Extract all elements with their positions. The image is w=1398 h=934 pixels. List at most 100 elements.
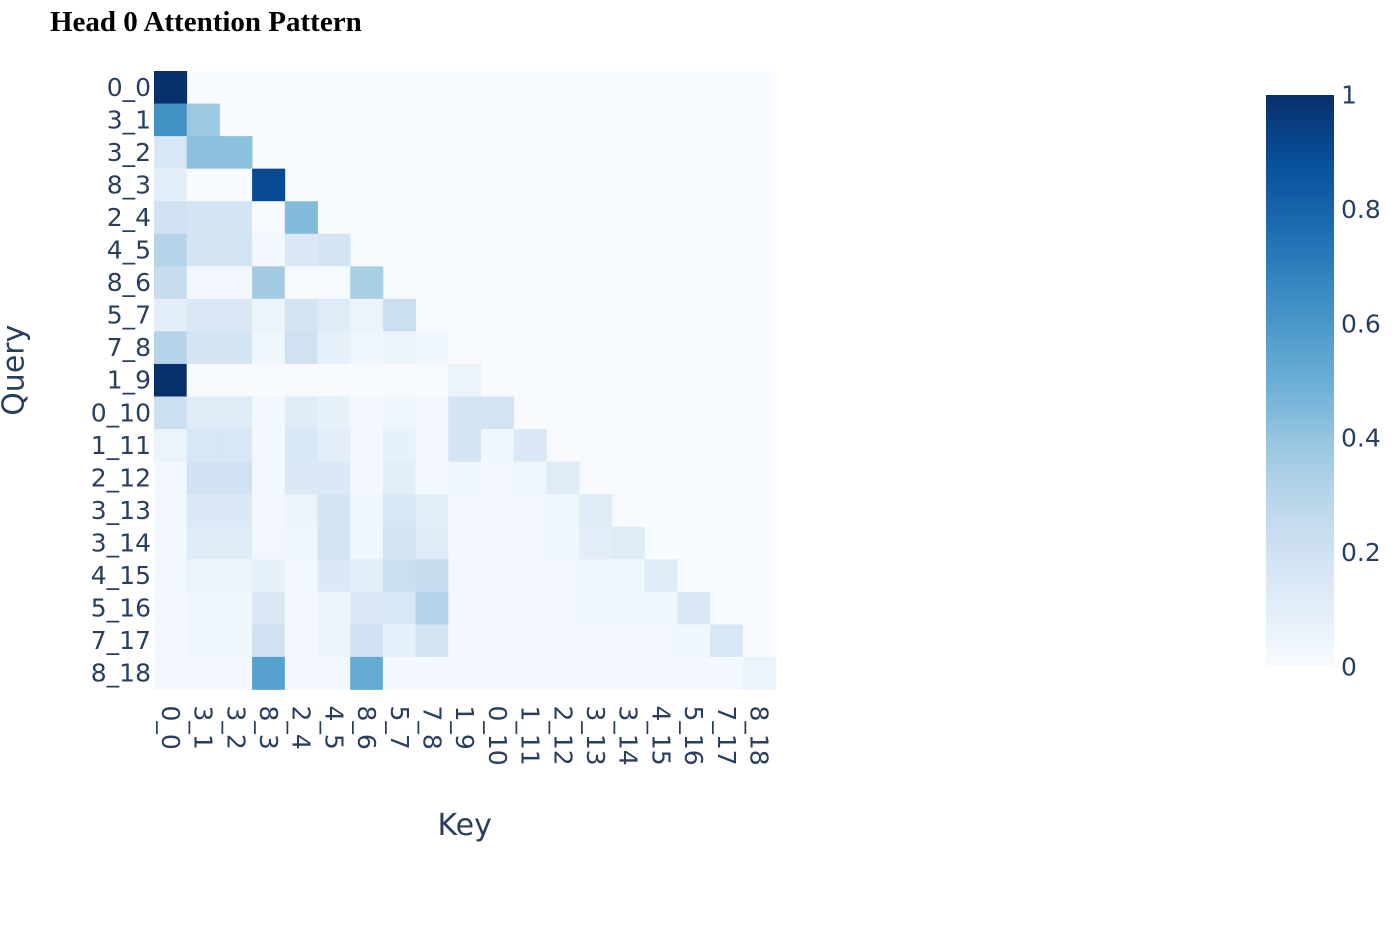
colorbar: 0 0.2 0.4 0.6 0.8 1 <box>1266 81 1381 682</box>
heatmap-cell <box>284 526 318 560</box>
heatmap-cell <box>448 396 482 430</box>
heatmap-cell <box>219 559 253 593</box>
heatmap-cell <box>448 461 482 495</box>
heatmap-cell <box>317 656 351 690</box>
heatmap-cell <box>154 461 188 495</box>
heatmap-cell <box>154 233 188 267</box>
heatmap-cell <box>415 396 449 430</box>
heatmap-cell <box>513 624 547 658</box>
heatmap-cell <box>284 624 318 658</box>
heatmap-cell <box>382 494 416 528</box>
heatmap-cell <box>415 461 449 495</box>
heatmap-cell <box>252 331 286 365</box>
colorbar-tick-label: 0 <box>1341 653 1357 682</box>
heatmap-cell <box>154 136 188 170</box>
heatmap-cell <box>415 559 449 593</box>
heatmap-cell <box>154 624 188 658</box>
x-tick-label: 4_5 <box>319 705 348 749</box>
heatmap-cell <box>252 526 286 560</box>
heatmap-cell <box>154 526 188 560</box>
heatmap-cell <box>350 461 384 495</box>
x-tick-label: 4_15 <box>646 705 675 765</box>
heatmap-cell <box>382 429 416 462</box>
x-tick-label: 2_4 <box>287 705 316 749</box>
heatmap-cell <box>448 526 482 560</box>
heatmap-cell <box>317 461 351 495</box>
heatmap-cell <box>252 298 286 332</box>
heatmap-cell <box>317 559 351 593</box>
heatmap-cell <box>252 363 286 397</box>
y-tick-label: 0_0 <box>107 73 151 102</box>
heatmap-cell <box>284 591 318 625</box>
heatmap-cell <box>317 624 351 658</box>
x-tick-label: 0_10 <box>483 705 512 765</box>
heatmap-cell <box>611 559 645 593</box>
heatmap-cell <box>219 494 253 528</box>
heatmap-cell <box>448 429 482 462</box>
heatmap-cell <box>513 461 547 495</box>
x-tick-label: 5_7 <box>385 705 414 749</box>
heatmap-cell <box>415 363 449 397</box>
heatmap-cell <box>252 266 286 300</box>
heatmap-cell <box>219 591 253 625</box>
heatmap-cell <box>481 429 515 462</box>
heatmap-cell <box>481 591 515 625</box>
heatmap-cell <box>284 559 318 593</box>
heatmap-cell <box>284 494 318 528</box>
heatmap-cell <box>186 103 220 137</box>
x-tick-label: 8_3 <box>254 705 283 749</box>
y-tick-label: 1_11 <box>91 431 151 460</box>
x-tick-label: 3_13 <box>581 705 610 765</box>
heatmap-cell <box>252 429 286 462</box>
heatmap-cell <box>186 298 220 332</box>
heatmap-cell <box>448 363 482 397</box>
heatmap-cell <box>252 168 286 202</box>
heatmap-cell <box>513 494 547 528</box>
page-title: Head 0 Attention Pattern <box>50 6 362 38</box>
y-tick-label: 1_9 <box>107 366 151 395</box>
heatmap-cell <box>219 331 253 365</box>
x-tick-label: 8_6 <box>352 705 381 749</box>
heatmap-cell <box>579 656 613 690</box>
heatmap-cell <box>546 494 580 528</box>
heatmap-cell <box>415 624 449 658</box>
heatmap-cell <box>513 429 547 462</box>
heatmap-cell <box>415 656 449 690</box>
y-tick-label: 3_14 <box>91 528 151 557</box>
heatmap-cell <box>186 656 220 690</box>
y-tick-label: 2_4 <box>107 203 151 232</box>
heatmap-cell <box>382 656 416 690</box>
heatmap-cell <box>186 331 220 365</box>
heatmap-cell <box>513 559 547 593</box>
x-tick-label: 2_12 <box>548 705 577 765</box>
heatmap-cell <box>579 559 613 593</box>
heatmap-cell <box>448 494 482 528</box>
heatmap-cell <box>284 266 318 300</box>
heatmap-cell <box>481 526 515 560</box>
heatmap-cell <box>546 559 580 593</box>
heatmap-cell <box>154 656 188 690</box>
heatmap-cell <box>546 656 580 690</box>
y-tick-label: 8_6 <box>107 268 151 297</box>
colorbar-tick-label: 0.6 <box>1341 309 1381 338</box>
heatmap-cell <box>481 624 515 658</box>
heatmap-cell <box>350 331 384 365</box>
y-tick-label: 8_18 <box>91 659 151 688</box>
heatmap-cell <box>317 233 351 267</box>
heatmap-cell <box>219 298 253 332</box>
heatmap-cell <box>382 461 416 495</box>
x-tick-label: 3_1 <box>189 705 218 749</box>
heatmap-cell <box>317 363 351 397</box>
heatmap-cell <box>448 624 482 658</box>
heatmap-cell <box>317 591 351 625</box>
y-tick-label: 4_5 <box>107 236 151 265</box>
heatmap-cell <box>350 266 384 300</box>
heatmap-cell <box>448 591 482 625</box>
x-tick-label: 1_9 <box>450 705 479 749</box>
heatmap-cell <box>219 201 253 235</box>
heatmap-cell <box>644 591 678 625</box>
heatmap-cell <box>415 429 449 462</box>
heatmap-cell <box>186 559 220 593</box>
heatmap-cell <box>284 298 318 332</box>
